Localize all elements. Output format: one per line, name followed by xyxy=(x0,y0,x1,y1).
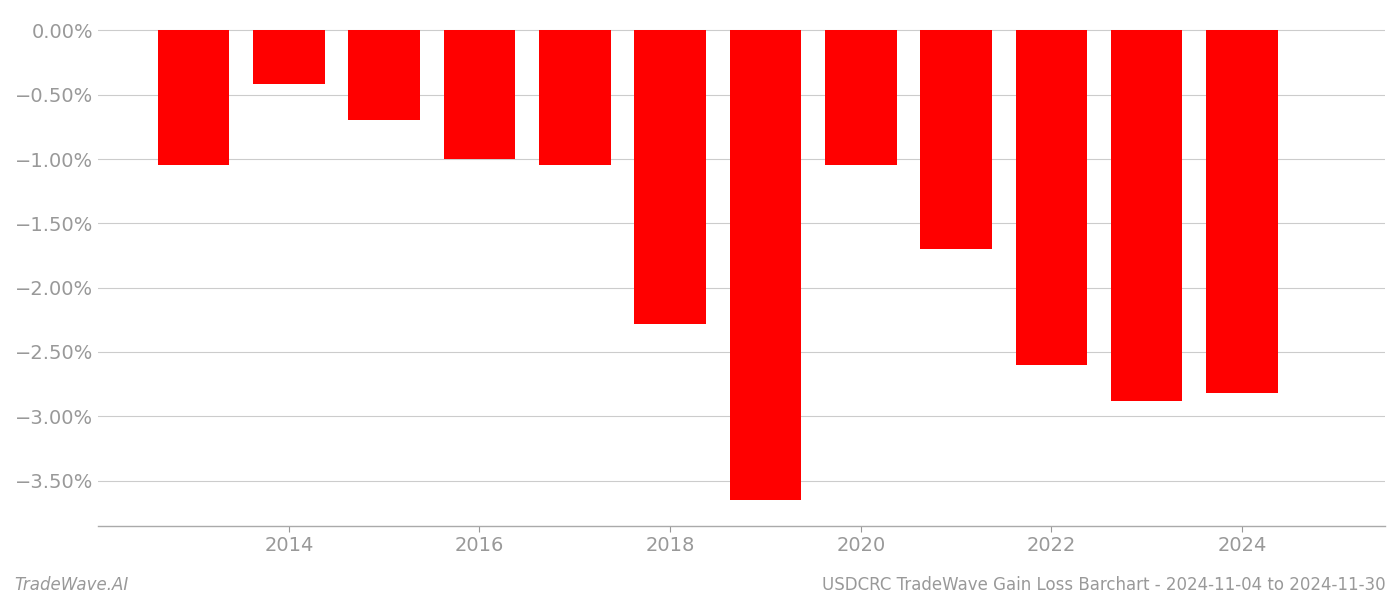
Text: USDCRC TradeWave Gain Loss Barchart - 2024-11-04 to 2024-11-30: USDCRC TradeWave Gain Loss Barchart - 20… xyxy=(822,576,1386,594)
Bar xyxy=(349,31,420,121)
Bar xyxy=(920,31,991,249)
Bar xyxy=(634,31,706,323)
Text: TradeWave.AI: TradeWave.AI xyxy=(14,576,129,594)
Bar xyxy=(729,31,801,500)
Bar xyxy=(1207,31,1278,393)
Bar xyxy=(1112,31,1183,401)
Bar xyxy=(539,31,610,166)
Bar xyxy=(1015,31,1088,365)
Bar xyxy=(825,31,896,166)
Bar xyxy=(158,31,230,166)
Bar xyxy=(253,31,325,85)
Bar xyxy=(444,31,515,159)
